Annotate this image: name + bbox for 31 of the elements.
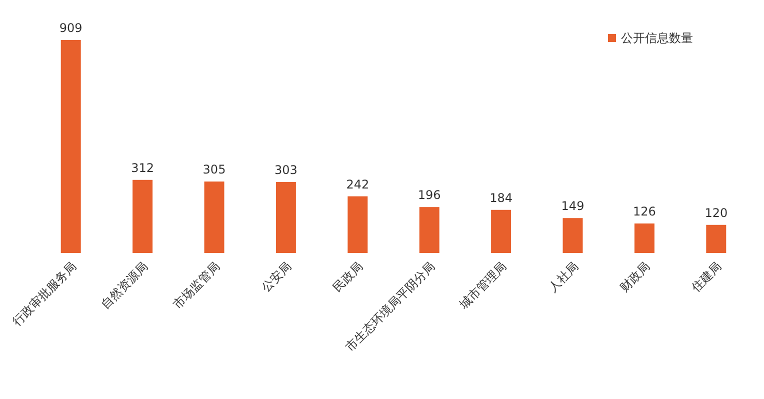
data-label: 909 [59, 21, 82, 35]
x-tick-label: 市场监管局 [170, 259, 222, 312]
legend-label: 公开信息数量 [621, 31, 693, 45]
bar [634, 223, 654, 253]
x-tick-label: 行政审批服务局 [10, 259, 79, 329]
x-tick-label: 城市管理局 [456, 259, 510, 312]
data-label: 126 [632, 204, 656, 218]
x-tick-label: 财政局 [617, 259, 653, 295]
bar [706, 224, 726, 253]
bar [60, 40, 81, 253]
x-tick-label: 住建局 [688, 259, 724, 296]
x-tick-label: 民政局 [330, 259, 366, 295]
x-tick-label: 公安局 [258, 259, 294, 295]
legend: 公开信息数量 [608, 31, 693, 45]
x-tick-label: 自然资源局 [98, 259, 151, 312]
data-label: 242 [346, 177, 370, 192]
data-label: 149 [561, 199, 584, 214]
data-label: 312 [131, 160, 154, 175]
bar [348, 196, 368, 253]
bar [491, 210, 512, 253]
data-label: 305 [202, 162, 226, 177]
bar [132, 180, 153, 253]
data-label: 196 [418, 188, 441, 202]
bar [204, 182, 224, 253]
bar [419, 207, 440, 253]
bar [276, 182, 296, 253]
x-tick-label: 人社局 [546, 259, 581, 295]
bar [562, 218, 583, 253]
data-label: 184 [490, 190, 513, 205]
data-label: 303 [274, 163, 298, 177]
data-label: 120 [704, 206, 728, 220]
